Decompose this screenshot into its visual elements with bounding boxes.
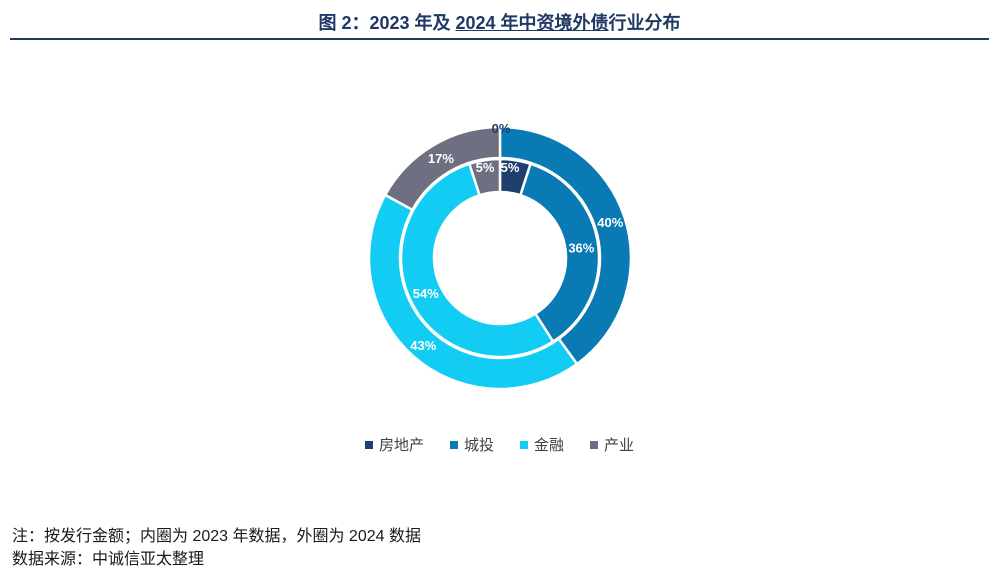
legend-label: 金融: [534, 437, 565, 454]
inner-ring-label-lgfv: 36%: [568, 241, 594, 256]
chart-source: 数据来源：中诚信亚太整理: [12, 551, 205, 568]
chart-note: 注：按发行金额；内圈为 2023 年数据，外圈为 2024 数据: [12, 528, 421, 545]
legend-label: 产业: [604, 437, 635, 454]
outer-ring-label-real-estate: 0%: [492, 121, 511, 136]
chart-title-underlined: 2024 年中资境外债: [455, 13, 609, 33]
legend-item-financial: 金融: [520, 434, 564, 455]
legend-swatch: [590, 440, 599, 449]
legend-item-industrial: 产业: [590, 434, 634, 455]
inner-ring-label-real-estate: 5%: [501, 160, 520, 175]
inner-ring-label-industrial: 5%: [476, 160, 495, 175]
legend-swatch: [449, 440, 458, 449]
legend-swatch: [520, 440, 528, 449]
outer-ring-slice-industrial: [383, 125, 502, 212]
chart-title: 图 2：2023 年及 2024 年中资境外债行业分布: [318, 13, 681, 33]
legend-swatch: [364, 440, 373, 449]
outer-ring-label-industrial: 17%: [428, 151, 454, 166]
legend-label: 房地产: [378, 437, 424, 454]
legend-item-real-estate: 房地产: [364, 434, 424, 455]
outer-ring-slice-financial: [367, 193, 579, 391]
outer-ring-label-financial: 43%: [410, 338, 436, 353]
outer-ring-label-lgfv: 40%: [597, 215, 623, 230]
legend-label: 城投: [463, 437, 494, 454]
inner-ring-label-financial: 54%: [413, 286, 439, 301]
chart-legend: 房地产 城投 金融 产业: [0, 434, 999, 455]
title-rule: [10, 38, 989, 40]
legend-item-lgfv: 城投: [449, 434, 494, 455]
